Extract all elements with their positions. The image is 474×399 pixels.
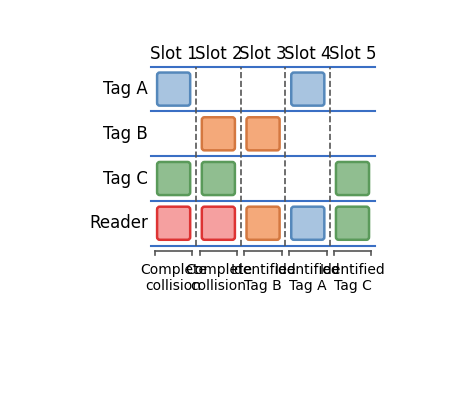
Text: Slot 1: Slot 1 (150, 45, 198, 63)
FancyBboxPatch shape (202, 117, 235, 150)
FancyBboxPatch shape (157, 207, 190, 240)
Text: Tag B: Tag B (103, 125, 148, 143)
FancyBboxPatch shape (291, 73, 324, 106)
FancyBboxPatch shape (336, 162, 369, 195)
Text: Complete
collision: Complete collision (140, 263, 207, 293)
Text: Slot 4: Slot 4 (284, 45, 331, 63)
FancyBboxPatch shape (202, 162, 235, 195)
FancyBboxPatch shape (336, 207, 369, 240)
FancyBboxPatch shape (202, 207, 235, 240)
Text: Tag A: Tag A (103, 80, 148, 98)
Text: Identified
Tag A: Identified Tag A (275, 263, 341, 293)
Text: Tag C: Tag C (103, 170, 148, 188)
FancyBboxPatch shape (246, 207, 280, 240)
FancyBboxPatch shape (157, 73, 190, 106)
Text: Complete
collision: Complete collision (185, 263, 252, 293)
FancyBboxPatch shape (291, 207, 324, 240)
FancyBboxPatch shape (246, 117, 280, 150)
Text: Slot 3: Slot 3 (239, 45, 287, 63)
Text: Identified
Tag C: Identified Tag C (319, 263, 385, 293)
Text: Identified
Tag B: Identified Tag B (230, 263, 296, 293)
FancyBboxPatch shape (157, 162, 190, 195)
Text: Reader: Reader (89, 214, 148, 232)
Text: Slot 5: Slot 5 (329, 45, 376, 63)
Text: Slot 2: Slot 2 (194, 45, 242, 63)
